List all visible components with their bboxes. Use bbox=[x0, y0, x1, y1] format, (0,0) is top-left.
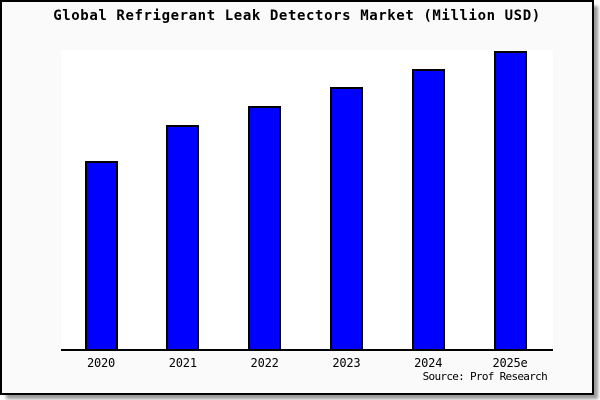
bar-2025e bbox=[493, 51, 527, 349]
bars-container bbox=[61, 50, 553, 349]
bar-2020 bbox=[84, 161, 118, 349]
x-tick-label-2025e: 2025e bbox=[492, 356, 528, 370]
chart-frame: Global Refrigerant Leak Detectors Market… bbox=[0, 0, 594, 395]
bar-2022 bbox=[248, 105, 282, 349]
chart-title: Global Refrigerant Leak Detectors Market… bbox=[53, 8, 541, 24]
x-tick-label-2023: 2023 bbox=[332, 356, 361, 370]
x-axis-labels: 2020 2021 2022 2023 2024 2025e bbox=[61, 356, 553, 372]
x-tick-label-2020: 2020 bbox=[86, 356, 116, 370]
bar-2024 bbox=[411, 68, 445, 349]
bar-2021 bbox=[166, 124, 200, 349]
x-tick-label-2022: 2022 bbox=[250, 356, 279, 370]
x-tick-label-2024: 2024 bbox=[414, 356, 443, 370]
plot-area bbox=[61, 50, 553, 351]
bar-2023 bbox=[329, 86, 363, 349]
x-tick-label-2021: 2021 bbox=[168, 356, 197, 370]
source-caption: Source: Prof Research bbox=[422, 370, 548, 383]
